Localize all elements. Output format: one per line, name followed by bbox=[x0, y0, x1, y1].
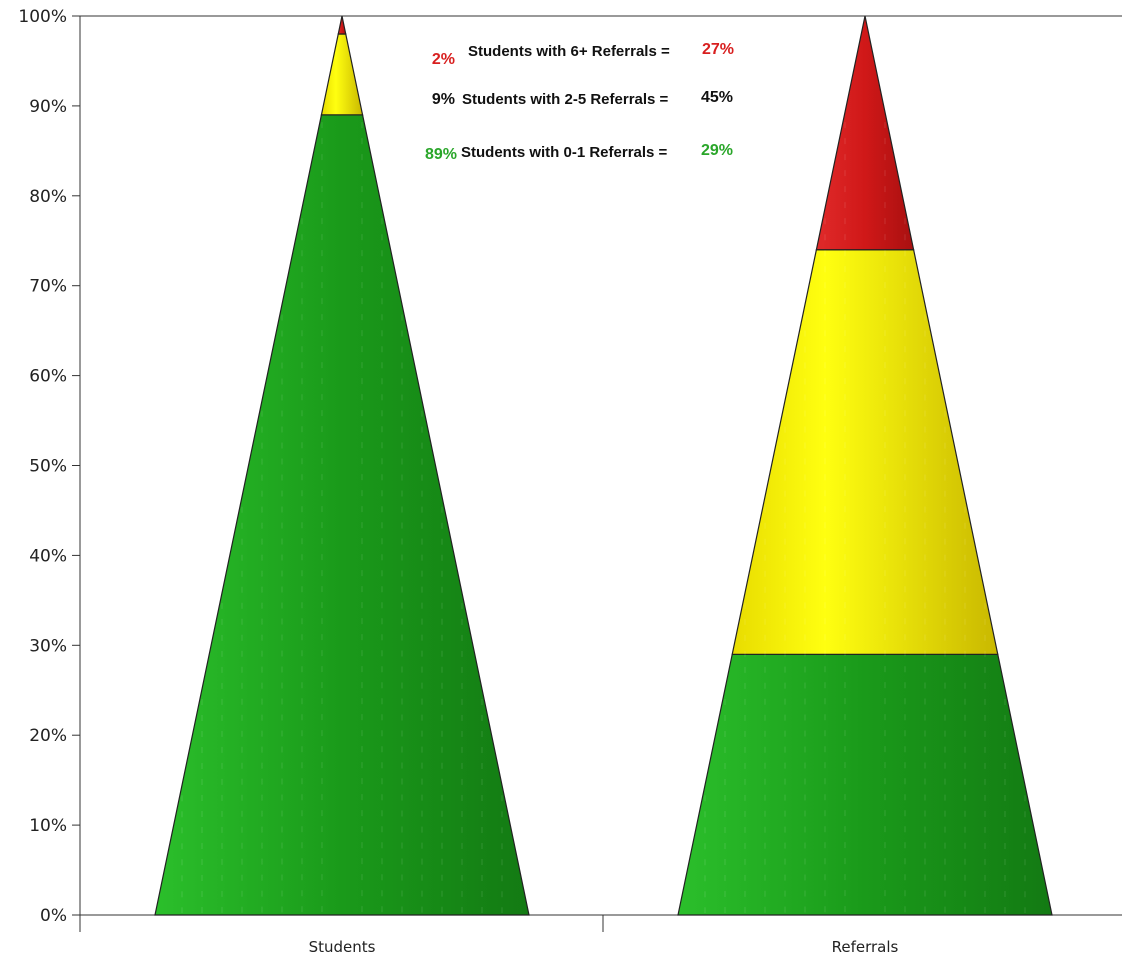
category-label: Referrals bbox=[832, 938, 899, 956]
legend: 2% Students with 6+ Referrals = 27% 9% S… bbox=[425, 41, 734, 163]
y-tick-label: 60% bbox=[29, 367, 67, 387]
legend-label: Students with 0-1 Referrals = bbox=[461, 144, 668, 161]
legend-right-pct: 29% bbox=[701, 142, 733, 159]
legend-entry-6plus: 2% Students with 6+ Referrals = 27% bbox=[432, 41, 734, 68]
y-tick-label: 40% bbox=[29, 546, 67, 566]
legend-entry-0-1: 89% Students with 0-1 Referrals = 29% bbox=[425, 142, 733, 163]
segment-students-1 bbox=[320, 33, 364, 116]
segment-students-2 bbox=[337, 15, 347, 35]
pyramid-students bbox=[154, 15, 530, 916]
y-tick-label: 30% bbox=[29, 636, 67, 656]
y-tick-label: 20% bbox=[29, 726, 67, 746]
y-tick-label: 80% bbox=[29, 187, 67, 207]
legend-right-pct: 27% bbox=[702, 41, 734, 58]
legend-left-pct: 89% bbox=[425, 146, 457, 163]
y-tick-label: 50% bbox=[29, 457, 67, 477]
legend-right-pct: 45% bbox=[701, 89, 733, 106]
y-tick-label: 70% bbox=[29, 277, 67, 297]
legend-label: Students with 6+ Referrals = bbox=[468, 43, 670, 60]
pyramid-referrals bbox=[677, 15, 1053, 916]
y-tick-label: 100% bbox=[18, 7, 67, 27]
segment-referrals-2 bbox=[815, 15, 915, 251]
category-label: Students bbox=[309, 938, 376, 956]
legend-label: Students with 2-5 Referrals = bbox=[462, 91, 669, 108]
legend-left-pct: 2% bbox=[432, 51, 455, 68]
y-tick-label: 0% bbox=[40, 906, 67, 926]
segment-referrals-0 bbox=[677, 653, 1053, 916]
segment-students-0 bbox=[154, 114, 530, 916]
legend-entry-2-5: 9% Students with 2-5 Referrals = 45% bbox=[432, 89, 733, 108]
y-tick-label: 90% bbox=[29, 97, 67, 117]
y-tick-label: 10% bbox=[29, 816, 67, 836]
legend-left-pct: 9% bbox=[432, 91, 455, 108]
segment-referrals-1 bbox=[731, 249, 999, 655]
